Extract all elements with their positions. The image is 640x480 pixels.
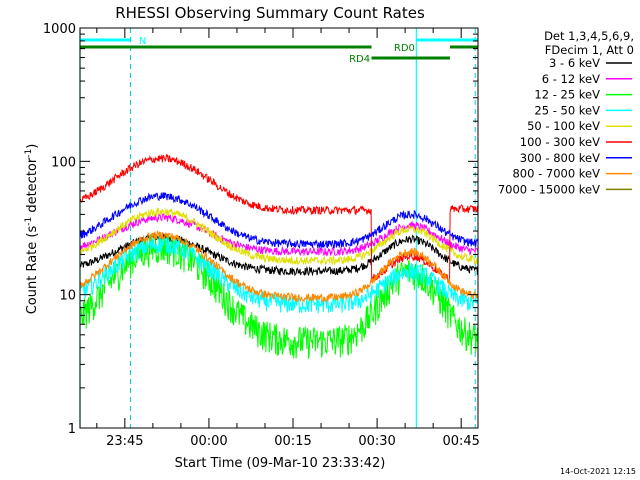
series-line-6 xyxy=(79,192,479,250)
y-tick-label-2: 100 xyxy=(51,155,76,170)
legend-label-0: 3 - 6 keV xyxy=(549,56,600,70)
legend-label-6: 300 - 800 keV xyxy=(520,151,600,165)
series-line-4 xyxy=(79,207,479,266)
y-tick-label-1: 10 xyxy=(59,289,76,304)
x-tick-label-0: 23:45 xyxy=(106,434,143,449)
legend-label-4: 50 - 100 keV xyxy=(527,119,600,133)
series-line-1 xyxy=(79,212,479,257)
x-tick-label-4: 00:45 xyxy=(442,434,479,449)
legend-label-8: 7000 - 15000 keV xyxy=(498,182,600,196)
footer-date: 14-Oct-2021 12:15 xyxy=(560,467,636,476)
flags-layer: N RD0 RD4 xyxy=(80,36,478,65)
x-axis-label: Start Time (09-Mar-10 23:33:42) xyxy=(175,456,386,471)
flag-label-1: N xyxy=(139,36,146,47)
legend-title-decimation: FDecim 1, Att 0 xyxy=(545,43,634,57)
y-tick-label-0: 1 xyxy=(68,422,76,437)
y-axis-label: Count Rate (s-1 detector-1) xyxy=(24,144,40,315)
legend-label-1: 6 - 12 keV xyxy=(542,72,600,86)
legend-label-5: 100 - 300 keV xyxy=(520,135,600,149)
legend: Det 1,3,4,5,6,9, FDecim 1, Att 0 3 - 6 k… xyxy=(498,29,634,196)
flag-label-4: RD4 xyxy=(349,54,370,65)
chart-title: RHESSI Observing Summary Count Rates xyxy=(115,4,425,22)
x-tick-label-2: 00:15 xyxy=(274,434,311,449)
axes-layer: 1 10 100 1000 23:45 00:00 00:15 00:30 00:45 xyxy=(43,22,480,449)
legend-label-7: 800 - 7000 keV xyxy=(512,167,600,181)
x-tick-label-1: 00:00 xyxy=(190,434,227,449)
series-line-7 xyxy=(79,230,479,304)
series-layer xyxy=(79,153,479,359)
legend-label-2: 12 - 25 keV xyxy=(534,88,600,102)
series-line-5 xyxy=(79,153,479,283)
series-line-3 xyxy=(79,235,479,315)
flag-label-3: RD0 xyxy=(394,43,415,54)
series-line-0 xyxy=(79,232,479,277)
legend-label-3: 25 - 50 keV xyxy=(534,103,600,117)
x-tick-label-3: 00:30 xyxy=(358,434,395,449)
y-tick-label-3: 1000 xyxy=(43,22,76,37)
legend-title-detectors: Det 1,3,4,5,6,9, xyxy=(544,29,634,43)
plot-frame xyxy=(79,27,479,429)
